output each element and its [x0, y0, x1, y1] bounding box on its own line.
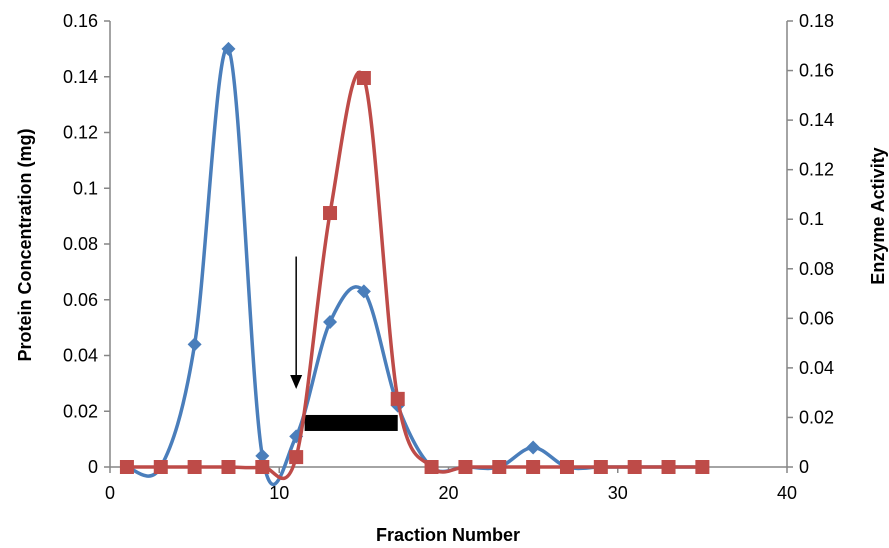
left-y-axis-title: Protein Concentration (mg) — [15, 128, 35, 361]
left-y-tick-label: 0 — [88, 457, 98, 477]
right-y-tick-label: 0.06 — [799, 308, 834, 328]
enzyme-data-point — [458, 460, 473, 474]
x-tick-label: 10 — [269, 483, 289, 503]
right-y-axis-title: Enzyme Activity — [868, 147, 888, 284]
left-y-tick-label: 0.02 — [63, 401, 98, 421]
enzyme-data-point — [661, 460, 676, 474]
annotations — [290, 256, 398, 431]
x-tick-label: 40 — [777, 483, 797, 503]
right-y-tick-label: 0.14 — [799, 110, 834, 130]
tick-labels: 0 0.02 0.04 0.06 0.08 0.1 0.12 0.14 0.16 0 0.02 0.0… — [63, 11, 834, 503]
protein-series — [119, 41, 710, 487]
right-y-tick-label: 0.16 — [799, 61, 834, 81]
right-y-tick-label: 0.08 — [799, 259, 834, 279]
enzyme-data-point — [559, 460, 574, 474]
axes — [109, 21, 788, 468]
left-y-tick-label: 0.12 — [63, 123, 98, 143]
enzyme-data-point — [255, 460, 270, 474]
enzyme-data-point — [356, 70, 371, 85]
left-y-tick-label: 0.06 — [63, 290, 98, 310]
protein-data-point — [187, 337, 202, 352]
enzyme-data-point — [153, 460, 168, 474]
right-y-tick-label: 0.04 — [799, 358, 834, 378]
left-y-tick-label: 0.14 — [63, 67, 98, 87]
left-y-tick-label: 0.16 — [63, 11, 98, 31]
x-tick-label: 30 — [608, 483, 628, 503]
series-group — [119, 41, 710, 487]
enzyme-data-point — [695, 460, 710, 474]
right-y-tick-label: 0.02 — [799, 407, 834, 427]
series-line — [126, 70, 703, 481]
fraction-pool-bar — [304, 414, 398, 431]
right-y-tick-label: 0.1 — [799, 209, 824, 229]
arrow-head — [290, 374, 303, 389]
enzyme-data-point — [593, 460, 608, 474]
enzyme-data-point — [187, 460, 202, 474]
enzyme-data-point — [119, 460, 134, 474]
enzyme-data-point — [289, 450, 304, 465]
enzyme-data-point — [390, 391, 405, 406]
x-tick-label: 20 — [438, 483, 458, 503]
enzyme-data-point — [221, 460, 236, 474]
protein-data-point — [526, 440, 541, 455]
enzyme-data-point — [627, 460, 642, 474]
enzyme-data-point — [526, 460, 541, 474]
left-y-tick-label: 0.04 — [63, 346, 98, 366]
protein-data-point — [221, 41, 236, 56]
x-axis-title: Fraction Number — [376, 525, 520, 545]
protein-data-point — [255, 448, 270, 463]
right-y-tick-label: 0.12 — [799, 160, 834, 180]
enzyme-data-point — [323, 206, 338, 221]
tick-marks — [104, 20, 793, 473]
left-y-tick-label: 0.08 — [63, 234, 98, 254]
series-line — [126, 46, 703, 487]
right-y-tick-label: 0.18 — [799, 11, 834, 31]
enzyme-data-point — [492, 460, 507, 474]
protein-data-point — [356, 284, 371, 299]
left-y-tick-label: 0.1 — [73, 178, 98, 198]
enzyme-data-point — [424, 460, 439, 474]
protein-data-point — [323, 315, 338, 330]
right-y-tick-label: 0 — [799, 457, 809, 477]
enzyme-series — [119, 70, 710, 481]
x-tick-label: 0 — [105, 483, 115, 503]
